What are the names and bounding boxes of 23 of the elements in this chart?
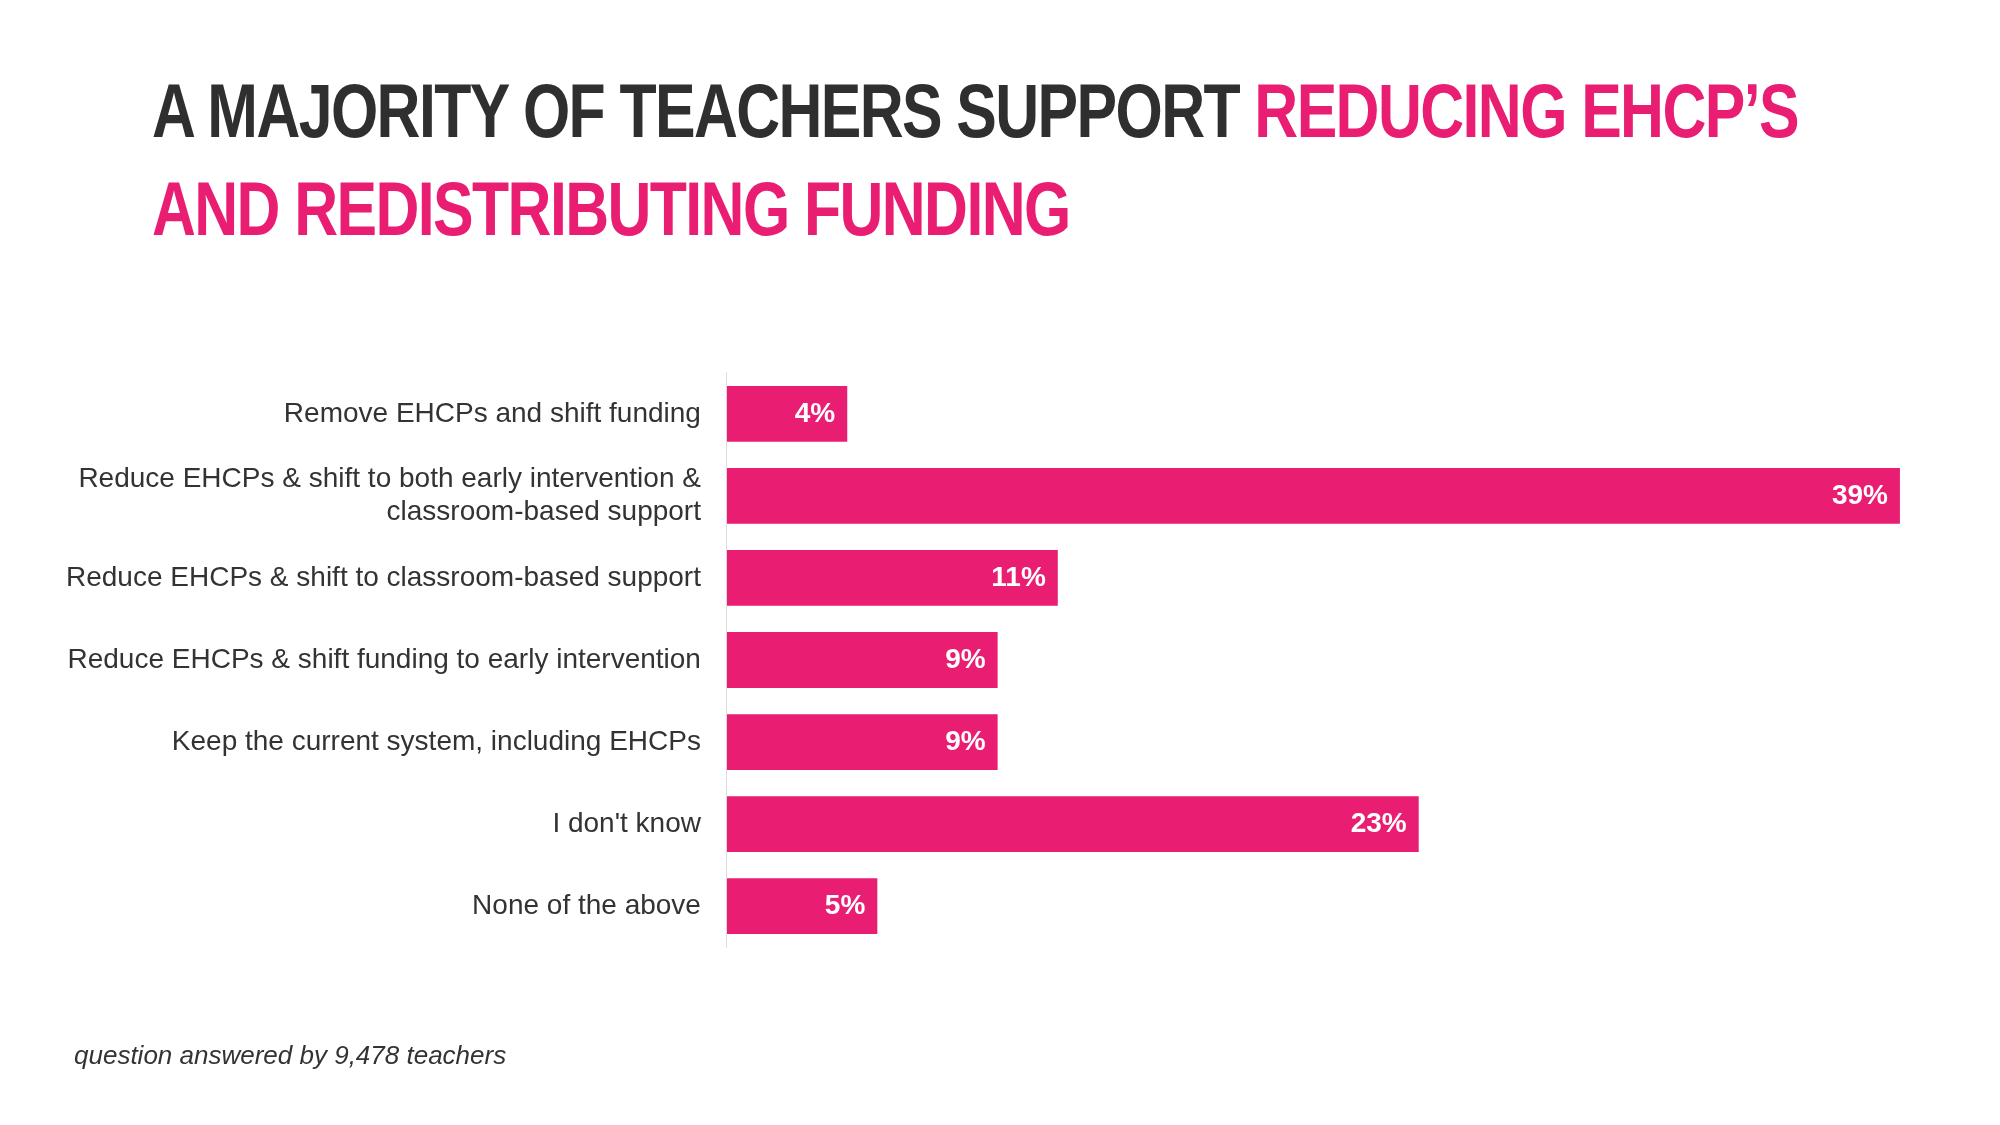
bar	[726, 385, 848, 442]
chart-title: A MAJORITY OF TEACHERS SUPPORT REDUCING EHCP’S AND REDISTRIBUTING FUNDING	[152, 68, 1798, 251]
bar	[726, 632, 998, 688]
data-label: 9%	[945, 642, 986, 674]
data-label: 11%	[991, 560, 1046, 592]
data-label: 5%	[824, 888, 866, 920]
data-label: 23%	[1350, 806, 1407, 838]
data-label: 9%	[945, 724, 986, 756]
y-tick-label: Remove EHCPs and shift funding	[283, 396, 701, 428]
bar	[726, 714, 998, 770]
y-tick-label: Reduce EHCPs & shift funding to early intervention	[67, 642, 701, 674]
bar	[726, 796, 1419, 853]
data-label: 4%	[794, 396, 836, 428]
y-tick-label: Reduce EHCPs & shift to classroom-based support	[66, 560, 702, 592]
y-tick-label: Reduce EHCPs & shift to both early intervention & classroom-based support	[78, 461, 702, 527]
y-tick-label: I don't know	[552, 806, 702, 838]
data-label: 39%	[1831, 478, 1889, 510]
bar	[726, 878, 878, 935]
y-tick-label: Keep the current system, including EHCPs	[171, 724, 701, 756]
bar	[726, 467, 1900, 524]
y-tick-label: None of the above	[472, 888, 701, 920]
text: question answered by 9,478 teachers	[74, 1040, 507, 1071]
bar	[726, 550, 1058, 606]
